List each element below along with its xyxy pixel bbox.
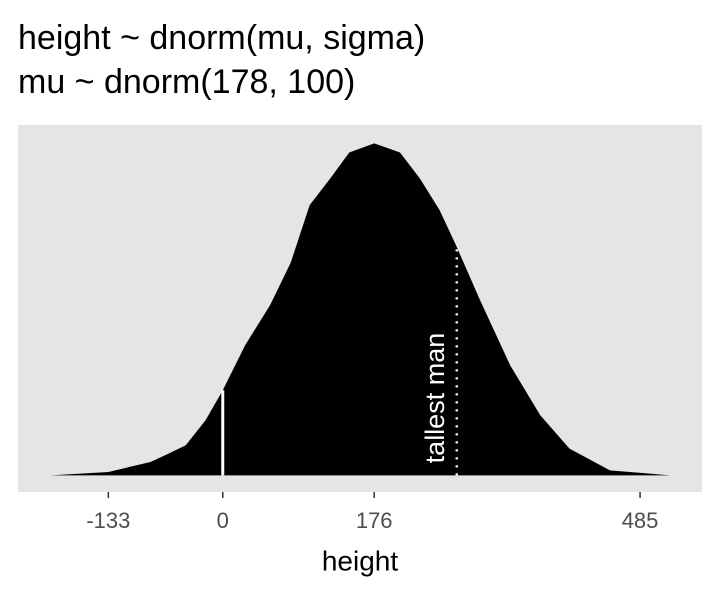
annotation-label: tallest man <box>420 333 450 464</box>
chart-title: height ~ dnorm(mu, sigma) <box>18 19 425 57</box>
x-axis-label: height <box>322 545 399 576</box>
x-tick-label: 0 <box>217 508 229 533</box>
x-tick-label: -133 <box>86 508 130 533</box>
density-area <box>50 143 671 476</box>
chart-subtitle: mu ~ dnorm(178, 100) <box>18 63 355 101</box>
x-tick-label: 485 <box>622 508 659 533</box>
x-tick-label: 176 <box>356 508 393 533</box>
